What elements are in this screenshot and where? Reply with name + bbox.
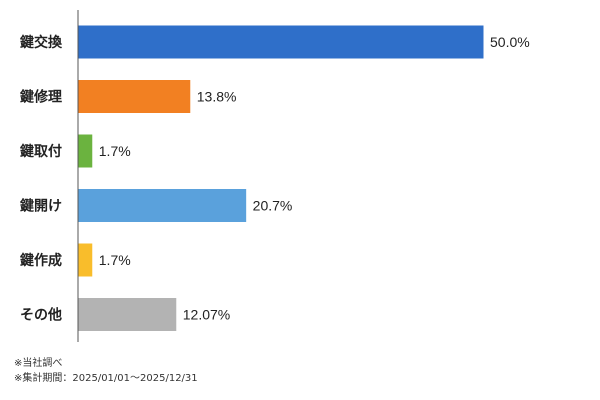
- bar-3: [78, 189, 247, 222]
- value-label-3: 20.7%: [253, 198, 293, 214]
- category-label-4: 鍵作成: [20, 252, 62, 269]
- bar-4: [78, 243, 93, 277]
- bar-0: [78, 25, 484, 59]
- category-label-5: その他: [20, 307, 62, 324]
- bar-5: [78, 298, 177, 331]
- bars-group: 鍵交換 50.0% 鍵修理 13.8% 鍵取付 1.7% 鍵開け 20.7% 鍵作成 1.7% その…: [20, 25, 530, 331]
- category-label-0: 鍵交換: [20, 34, 63, 51]
- source-note: ※当社調べ: [14, 358, 63, 369]
- value-label-0: 50.0%: [490, 34, 530, 50]
- value-label-5: 12.07%: [183, 307, 230, 323]
- value-label-1: 13.8%: [197, 89, 237, 105]
- category-label-3: 鍵開け: [20, 198, 62, 215]
- footnotes: ※当社調べ ※集計期間：2025/01/01～2025/12/31: [14, 356, 198, 386]
- category-label-2: 鍵取付: [20, 143, 62, 160]
- value-label-4: 1.7%: [99, 252, 131, 268]
- value-label-2: 1.7%: [99, 143, 131, 159]
- bar-2: [78, 134, 93, 168]
- bar-1: [78, 80, 191, 113]
- category-label-1: 鍵修理: [20, 89, 62, 106]
- period-note: ※集計期間：2025/01/01～2025/12/31: [14, 373, 198, 384]
